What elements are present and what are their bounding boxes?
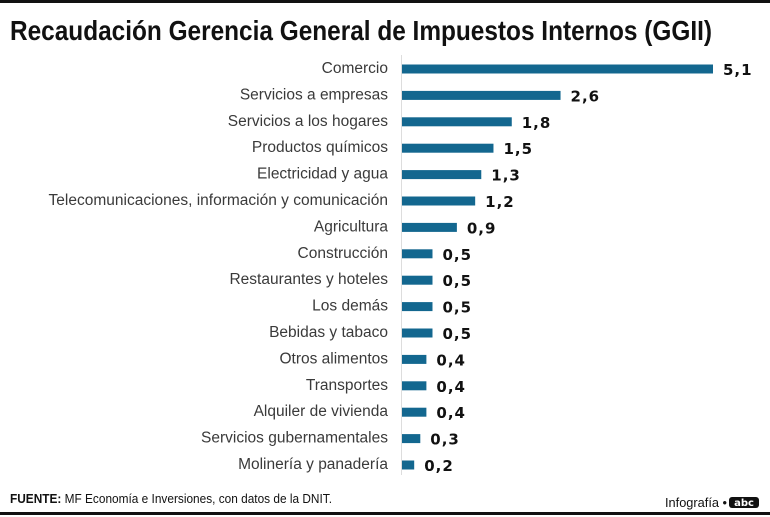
value-label: 0,4 bbox=[436, 404, 466, 422]
bar-row: Servicios a empresas 2,6 bbox=[240, 86, 601, 105]
category-label: Comercio bbox=[322, 60, 388, 77]
svg-text:abc: abc bbox=[734, 498, 754, 509]
category-label: Transportes bbox=[306, 377, 388, 394]
bar bbox=[402, 407, 427, 417]
value-label: 0,4 bbox=[436, 351, 466, 369]
source-text: MF Economía e Inversiones, con datos de … bbox=[61, 491, 332, 506]
top-rule bbox=[0, 0, 770, 3]
abc-logo: abc bbox=[729, 497, 759, 509]
value-label: 5,1 bbox=[723, 61, 753, 79]
bar-row: Alquiler de vivienda 0,4 bbox=[254, 403, 466, 422]
category-label: Telecomunicaciones, información y comuni… bbox=[49, 192, 388, 209]
bar-row: Agricultura 0,9 bbox=[314, 218, 497, 237]
category-label: Construcción bbox=[298, 245, 388, 262]
value-label: 1,8 bbox=[522, 114, 552, 132]
category-label: Bebidas y tabaco bbox=[269, 324, 388, 341]
value-label: 1,3 bbox=[491, 167, 521, 185]
value-label: 0,2 bbox=[424, 457, 454, 475]
bottom-rule bbox=[0, 512, 770, 515]
bar-row: Bebidas y tabaco 0,5 bbox=[269, 324, 472, 343]
value-label: 2,6 bbox=[571, 87, 601, 105]
bar-row: Transportes 0,4 bbox=[306, 377, 466, 396]
bar-row: Construcción 0,5 bbox=[298, 245, 472, 264]
category-label: Restaurantes y hoteles bbox=[229, 271, 388, 288]
bar-row: Los demás 0,5 bbox=[312, 298, 472, 317]
bar bbox=[402, 90, 561, 100]
value-label: 0,5 bbox=[442, 272, 472, 290]
bar bbox=[402, 328, 433, 338]
value-label: 0,9 bbox=[467, 219, 497, 237]
category-label: Productos químicos bbox=[252, 139, 388, 156]
category-label: Los demás bbox=[312, 298, 388, 315]
category-label: Agricultura bbox=[314, 218, 388, 235]
bar bbox=[402, 302, 433, 312]
value-label: 0,5 bbox=[442, 246, 472, 264]
bar bbox=[402, 354, 427, 364]
value-label: 1,5 bbox=[503, 140, 533, 158]
category-label: Servicios a empresas bbox=[240, 86, 388, 103]
bar-row: Servicios a los hogares 1,8 bbox=[228, 113, 552, 132]
category-label: Molinería y panadería bbox=[238, 456, 388, 473]
bar bbox=[402, 434, 421, 444]
bar bbox=[402, 222, 457, 232]
category-label: Servicios gubernamentales bbox=[201, 430, 388, 447]
bar bbox=[402, 275, 433, 285]
bar bbox=[402, 381, 427, 391]
value-label: 0,5 bbox=[442, 299, 472, 317]
category-label: Servicios a los hogares bbox=[228, 113, 388, 130]
value-label: 0,3 bbox=[430, 431, 460, 449]
bar-row: Otros alimentos 0,4 bbox=[279, 350, 466, 369]
bar bbox=[402, 249, 433, 259]
bar-row: Comercio 5,1 bbox=[322, 60, 753, 79]
category-label: Electricidad y agua bbox=[257, 166, 388, 183]
bar bbox=[402, 460, 415, 470]
credit: Infografía • bbox=[665, 495, 727, 510]
value-label: 0,5 bbox=[442, 325, 472, 343]
bar-row: Productos químicos 1,5 bbox=[252, 139, 533, 158]
source-note: FUENTE: MF Economía e Inversiones, con d… bbox=[10, 491, 332, 506]
chart-title: Recaudación Gerencia General de Impuesto… bbox=[10, 15, 712, 46]
category-label: Otros alimentos bbox=[279, 350, 388, 367]
bar-row: Telecomunicaciones, información y comuni… bbox=[49, 192, 515, 211]
bar-row: Electricidad y agua 1,3 bbox=[257, 166, 521, 185]
bar-row: Servicios gubernamentales 0,3 bbox=[201, 430, 460, 449]
value-label: 0,4 bbox=[436, 378, 466, 396]
bar-row: Restaurantes y hoteles 0,5 bbox=[229, 271, 472, 290]
bar-row: Molinería y panadería 0,2 bbox=[238, 456, 454, 475]
bar bbox=[402, 117, 512, 127]
bar bbox=[402, 143, 494, 153]
bar bbox=[402, 170, 482, 180]
bar bbox=[402, 196, 476, 206]
source-label: FUENTE: bbox=[10, 491, 61, 506]
bar bbox=[402, 64, 713, 74]
value-label: 1,2 bbox=[485, 193, 515, 211]
category-label: Alquiler de vivienda bbox=[254, 403, 389, 420]
